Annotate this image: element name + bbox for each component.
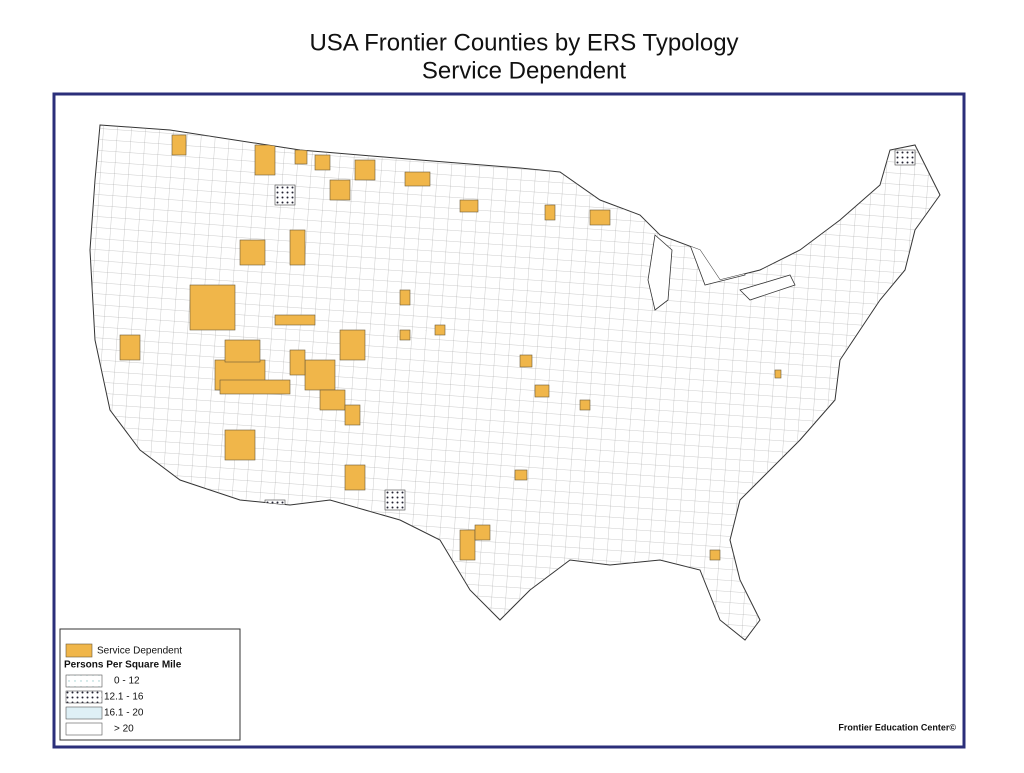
subtitle: Service Dependent bbox=[422, 57, 626, 84]
legend-heading: Persons Per Square Mile bbox=[64, 660, 182, 671]
legend-swatch bbox=[65, 706, 103, 720]
county-grid bbox=[90, 125, 940, 640]
legend-label: 12.1 - 16 bbox=[104, 692, 144, 703]
legend-swatch bbox=[65, 674, 103, 688]
us-map bbox=[89, 124, 941, 641]
legend-label: Service Dependent bbox=[97, 646, 182, 657]
legend: Service Dependent Persons Per Square Mil… bbox=[59, 628, 241, 741]
legend-label: > 20 bbox=[114, 724, 134, 735]
credit: Frontier Education Center© bbox=[838, 722, 956, 732]
legend-swatch bbox=[65, 722, 103, 736]
map-frame bbox=[52, 92, 966, 749]
legend-label: 16.1 - 20 bbox=[104, 708, 144, 719]
legend-swatch bbox=[65, 643, 93, 658]
legend-label: 0 - 12 bbox=[114, 676, 140, 687]
legend-swatch bbox=[65, 690, 103, 704]
title: USA Frontier Counties by ERS Typology bbox=[309, 29, 738, 56]
